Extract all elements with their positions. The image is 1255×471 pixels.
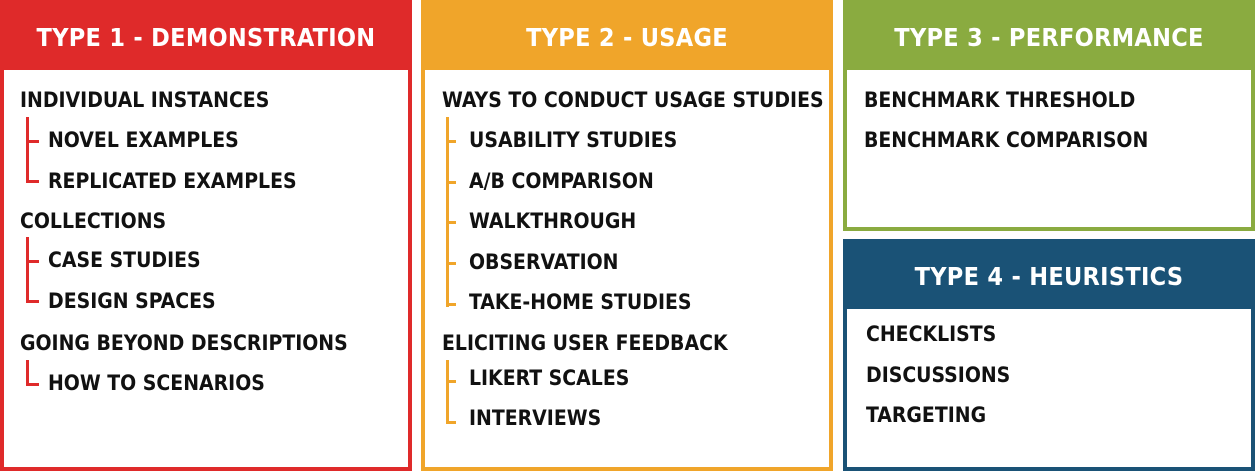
type2-item-walkthrough: WALKTHROUGH <box>469 209 637 233</box>
tree-tick <box>446 303 456 306</box>
type1-group-going-beyond: GOING BEYOND DESCRIPTIONS <box>20 331 348 355</box>
type1-title: TYPE 1 - DEMONSTRATION <box>4 4 408 70</box>
type1-item-how-to-scenarios: HOW TO SCENARIOS <box>48 371 265 395</box>
type2-item-likert-scales: LIKERT SCALES <box>469 366 630 390</box>
tree-connector <box>26 237 39 263</box>
type4-item-targeting: TARGETING <box>866 403 987 427</box>
type2-item-take-home-studies: TAKE-HOME STUDIES <box>469 290 692 314</box>
tree-connector <box>446 117 459 307</box>
type3-item-benchmark-threshold: BENCHMARK THRESHOLD <box>864 88 1136 112</box>
type4-item-checklists: CHECKLISTS <box>866 322 997 346</box>
type3-item-benchmark-comparison: BENCHMARK COMPARISON <box>864 128 1149 152</box>
tree-tick <box>446 262 456 265</box>
type1-group-collections: COLLECTIONS <box>20 209 167 233</box>
tree-tick <box>446 221 456 224</box>
type2-item-ab-comparison: A/B COMPARISON <box>469 169 654 193</box>
type1-item-design-spaces: DESIGN SPACES <box>48 289 216 313</box>
tree-connector <box>26 117 39 143</box>
type2-item-interviews: INTERVIEWS <box>469 406 602 430</box>
type1-item-replicated-examples: REPLICATED EXAMPLES <box>48 169 297 193</box>
type1-item-case-studies: CASE STUDIES <box>48 248 201 272</box>
type2-item-observation: OBSERVATION <box>469 250 619 274</box>
type2-item-usability-studies: USABILITY STUDIES <box>469 128 678 152</box>
tree-tick <box>446 140 456 143</box>
tree-connector <box>26 140 39 183</box>
tree-connector <box>26 360 39 386</box>
tree-tick <box>446 181 456 184</box>
tree-connector <box>446 360 459 424</box>
type3-title: TYPE 3 - PERFORMANCE <box>847 4 1251 70</box>
tree-tick <box>446 380 456 383</box>
type3-panel: TYPE 3 - PERFORMANCE <box>843 0 1255 231</box>
type4-item-discussions: DISCUSSIONS <box>866 363 1011 387</box>
type2-group-ways-to-conduct: WAYS TO CONDUCT USAGE STUDIES <box>442 88 824 112</box>
type2-group-eliciting-feedback: ELICITING USER FEEDBACK <box>442 331 728 355</box>
type1-panel: TYPE 1 - DEMONSTRATION <box>0 0 412 471</box>
type4-panel: TYPE 4 - HEURISTICS <box>843 239 1255 471</box>
tree-tick <box>446 421 456 424</box>
tree-connector <box>26 260 39 303</box>
type1-group-individual-instances: INDIVIDUAL INSTANCES <box>20 88 270 112</box>
type4-title: TYPE 4 - HEURISTICS <box>847 243 1251 309</box>
type2-title: TYPE 2 - USAGE <box>425 4 829 70</box>
type1-item-novel-examples: NOVEL EXAMPLES <box>48 128 239 152</box>
type2-panel: TYPE 2 - USAGE <box>421 0 833 471</box>
